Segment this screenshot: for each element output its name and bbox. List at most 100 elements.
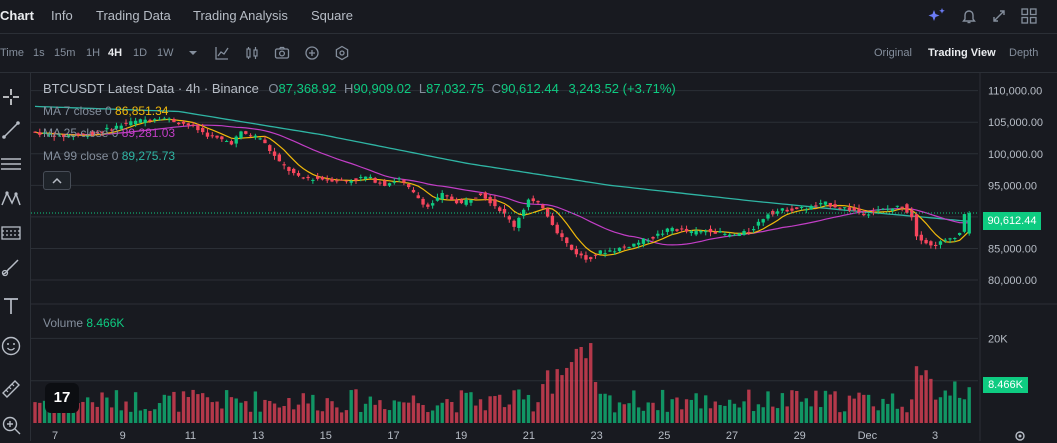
text-tool-icon[interactable]: [0, 295, 22, 317]
fibonacci-icon[interactable]: [0, 222, 22, 244]
volume-bar: [689, 399, 694, 423]
candle-body: [426, 204, 430, 207]
candle-body: [378, 182, 382, 184]
interval-1s[interactable]: 1s: [33, 47, 45, 59]
volume-bar: [766, 391, 770, 423]
tab-trading-data[interactable]: Trading Data: [96, 8, 171, 23]
camera-icon[interactable]: [273, 44, 291, 62]
interval-15m[interactable]: 15m: [54, 47, 76, 59]
volume-bar: [224, 390, 229, 423]
candle-body: [71, 135, 76, 137]
candle-body: [277, 154, 282, 162]
volume-bar: [910, 399, 914, 423]
view-original[interactable]: Original: [874, 47, 912, 59]
brush-icon[interactable]: [0, 257, 22, 279]
volume-bar: [943, 390, 947, 423]
ruler-icon[interactable]: [0, 378, 22, 400]
zoom-in-icon[interactable]: [0, 414, 22, 436]
candle-body: [943, 239, 947, 241]
volume-bar: [651, 402, 655, 423]
volume-bar: [253, 391, 258, 423]
y-tick-label: 85,000.00: [988, 243, 1037, 255]
candle-body: [363, 176, 368, 179]
interval-1h[interactable]: 1H: [86, 47, 101, 59]
legend-collapse-button[interactable]: [43, 171, 71, 190]
volume-bar: [876, 410, 880, 423]
tab-square[interactable]: Square: [311, 8, 353, 23]
close-value: 90,612.44: [500, 81, 559, 96]
add-indicator-icon[interactable]: [303, 44, 321, 62]
candle-body: [589, 257, 593, 260]
horizontal-lines-icon[interactable]: [0, 153, 22, 175]
volume-bar: [751, 411, 756, 423]
volume-bar: [459, 390, 464, 423]
candle-body: [828, 202, 832, 207]
volume-bar: [445, 399, 449, 423]
volume-bar: [761, 407, 765, 423]
tab-trading-analysis[interactable]: Trading Analysis: [193, 8, 288, 23]
ma25-legend: MA 25 close 0 89,281.03: [43, 126, 175, 140]
price-chart[interactable]: 110,000.00 105,000.00 100,000.00 95,000.00 9…: [31, 73, 1057, 441]
x-tick-label: 7: [52, 430, 58, 441]
volume-bar: [900, 406, 904, 423]
candle-body: [488, 197, 492, 204]
volume-bar: [277, 407, 282, 423]
volume-bar: [234, 398, 238, 423]
drawing-tools-sidebar: [0, 73, 31, 441]
candle-body: [253, 135, 258, 138]
volume-bar: [756, 404, 761, 423]
interval-dropdown-icon[interactable]: [184, 44, 202, 62]
layout-grid-icon[interactable]: [1019, 6, 1039, 26]
candle-body: [478, 193, 483, 196]
emoji-icon[interactable]: [0, 335, 22, 357]
pattern-tool-icon[interactable]: [0, 187, 22, 209]
candle-type-icon[interactable]: [243, 44, 261, 62]
tab-chart[interactable]: Chart: [0, 8, 34, 23]
ma25-value: 89,281.03: [121, 126, 176, 140]
candle-body: [689, 231, 694, 233]
candle-body: [641, 238, 646, 244]
trend-line-icon[interactable]: [0, 119, 22, 141]
view-trading-view[interactable]: Trading View: [928, 47, 996, 59]
candle-body: [354, 178, 358, 181]
candle-body: [732, 234, 737, 236]
candle-body: [665, 228, 670, 232]
candle-body: [857, 208, 861, 213]
candle-body: [330, 178, 334, 182]
volume-bar: [828, 394, 832, 423]
indicator-chart-icon[interactable]: [213, 44, 231, 62]
interval-1d[interactable]: 1D: [133, 47, 148, 59]
ai-sparkle-icon[interactable]: [928, 6, 948, 26]
tab-info[interactable]: Info: [51, 8, 73, 23]
view-depth[interactable]: Depth: [1009, 47, 1039, 59]
candle-body: [42, 132, 47, 134]
volume-bar: [493, 396, 497, 423]
chart-settings-gear-icon[interactable]: [1013, 429, 1027, 443]
interval-1w[interactable]: 1W: [157, 47, 174, 59]
settings-icon[interactable]: [333, 44, 351, 62]
candle-body: [229, 141, 234, 145]
candle-body: [445, 195, 449, 197]
time-label[interactable]: Time: [0, 47, 25, 59]
candle-body: [143, 119, 147, 123]
candle-body: [910, 210, 914, 218]
ma7-label: MA 7 close 0: [43, 104, 112, 118]
y-tick-label: 80,000.00: [988, 275, 1037, 287]
volume-bar: [517, 389, 521, 423]
ma99-label: MA 99 close 0: [43, 149, 119, 163]
candle-body: [368, 176, 373, 179]
crosshair-icon[interactable]: [0, 86, 22, 108]
y-tick-label: 105,000.00: [988, 117, 1043, 129]
volume-bar: [895, 408, 900, 423]
expand-icon[interactable]: [989, 6, 1009, 26]
candle-body: [656, 233, 660, 236]
tradingview-logo: 17: [45, 383, 79, 413]
candle-body: [761, 219, 765, 223]
volume-bar: [814, 390, 818, 423]
interval-4h[interactable]: 4H: [108, 47, 123, 59]
high-value: 90,909.02: [353, 81, 412, 96]
volume-bar: [871, 406, 876, 423]
candle-body: [862, 213, 866, 216]
volume-bar: [258, 411, 262, 423]
bell-icon[interactable]: [959, 6, 979, 26]
